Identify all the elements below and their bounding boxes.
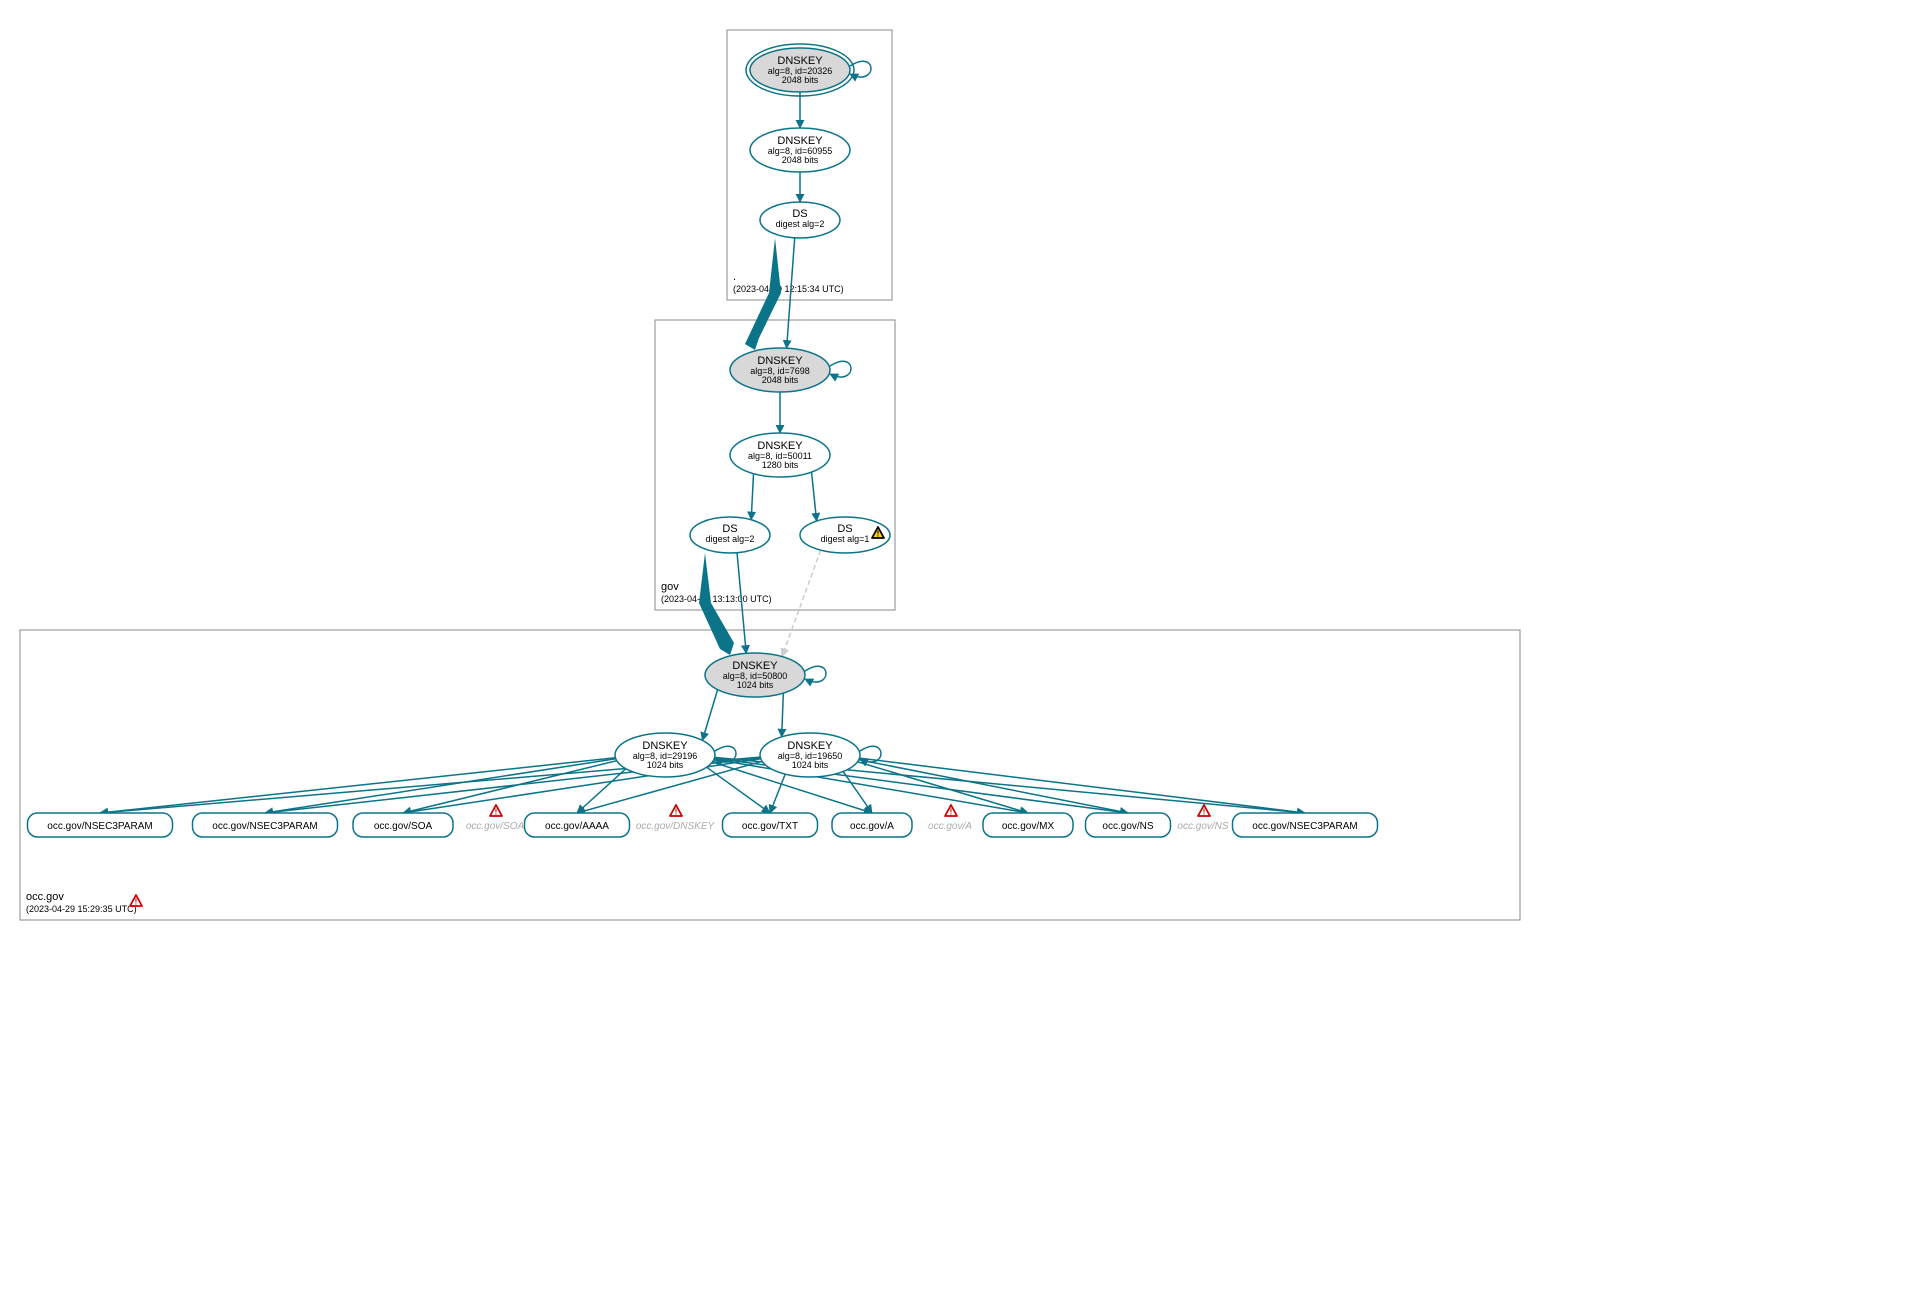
node-occ_zsk2: DNSKEYalg=8, id=196501024 bits — [760, 733, 860, 777]
svg-text:.: . — [733, 271, 736, 283]
node-gov_ds2: DSdigest alg=2 — [690, 517, 770, 553]
nodes-layer: DNSKEYalg=8, id=203262048 bits DNSKEYalg=… — [28, 44, 1378, 837]
node-rr4g: occ.gov/SOA! — [466, 805, 525, 832]
svg-text:occ.gov/DNSKEY: occ.gov/DNSKEY — [636, 821, 716, 832]
svg-text:occ.gov/A: occ.gov/A — [928, 821, 972, 832]
svg-text:occ.gov: occ.gov — [26, 891, 64, 903]
warning-icon: ! — [490, 805, 502, 817]
svg-text:occ.gov/NS: occ.gov/NS — [1177, 821, 1228, 832]
svg-text:1280 bits: 1280 bits — [762, 460, 799, 470]
node-rr8: occ.gov/A — [832, 813, 912, 837]
node-rr11: occ.gov/NS — [1086, 813, 1171, 837]
svg-text:occ.gov/NSEC3PARAM: occ.gov/NSEC3PARAM — [47, 821, 152, 832]
node-rr5: occ.gov/AAAA — [525, 813, 630, 837]
node-occ_ksk: DNSKEYalg=8, id=508001024 bits — [705, 653, 805, 697]
svg-text:occ.gov/SOA: occ.gov/SOA — [374, 821, 433, 832]
svg-text:!: ! — [950, 808, 953, 817]
warning-icon: ! — [130, 895, 142, 907]
warning-icon: ! — [1198, 805, 1210, 817]
dnssec-diagram: .(2023-04-29 12:15:34 UTC)gov(2023-04-29… — [10, 10, 1915, 930]
svg-text:digest alg=2: digest alg=2 — [706, 534, 755, 544]
svg-text:occ.gov/A: occ.gov/A — [850, 821, 894, 832]
node-root_zsk: DNSKEYalg=8, id=609552048 bits — [750, 128, 850, 172]
svg-text:occ.gov/TXT: occ.gov/TXT — [742, 821, 798, 832]
svg-text:1024 bits: 1024 bits — [647, 760, 684, 770]
node-rr13: occ.gov/NSEC3PARAM — [1233, 813, 1378, 837]
node-rr6g: occ.gov/DNSKEY! — [636, 805, 716, 832]
svg-text:!: ! — [877, 530, 880, 539]
svg-text:!: ! — [495, 808, 498, 817]
svg-text:2048 bits: 2048 bits — [782, 155, 819, 165]
node-root_ksk: DNSKEYalg=8, id=203262048 bits — [746, 44, 854, 96]
node-rr9g: occ.gov/A! — [928, 805, 972, 832]
svg-text:(2023-04-29 12:15:34 UTC): (2023-04-29 12:15:34 UTC) — [733, 284, 844, 294]
node-gov_zsk: DNSKEYalg=8, id=500111280 bits — [730, 433, 830, 477]
svg-text:occ.gov/NSEC3PARAM: occ.gov/NSEC3PARAM — [212, 821, 317, 832]
node-rr7: occ.gov/TXT — [723, 813, 818, 837]
node-rr1: occ.gov/NSEC3PARAM — [28, 813, 173, 837]
svg-text:!: ! — [675, 808, 678, 817]
svg-text:occ.gov/MX: occ.gov/MX — [1002, 821, 1055, 832]
warning-icon: ! — [945, 805, 957, 817]
svg-text:2048 bits: 2048 bits — [762, 375, 799, 385]
svg-text:gov: gov — [661, 581, 679, 593]
svg-text:2048 bits: 2048 bits — [782, 75, 819, 85]
svg-text:occ.gov/AAAA: occ.gov/AAAA — [545, 821, 609, 832]
node-rr12g: occ.gov/NS! — [1177, 805, 1228, 832]
svg-text:(2023-04-29 15:29:35 UTC): (2023-04-29 15:29:35 UTC) — [26, 904, 137, 914]
svg-text:1024 bits: 1024 bits — [737, 680, 774, 690]
node-occ_zsk1: DNSKEYalg=8, id=291961024 bits — [615, 733, 715, 777]
warning-icon: ! — [670, 805, 682, 817]
node-rr2: occ.gov/NSEC3PARAM — [193, 813, 338, 837]
node-gov_ds1: DSdigest alg=1! — [800, 517, 890, 553]
svg-text:!: ! — [135, 898, 138, 907]
svg-text:occ.gov/NSEC3PARAM: occ.gov/NSEC3PARAM — [1252, 821, 1357, 832]
svg-text:digest alg=1: digest alg=1 — [821, 534, 870, 544]
svg-text:1024 bits: 1024 bits — [792, 760, 829, 770]
svg-text:digest alg=2: digest alg=2 — [776, 219, 825, 229]
node-root_ds: DSdigest alg=2 — [760, 202, 840, 238]
svg-text:(2023-04-29 13:13:00 UTC): (2023-04-29 13:13:00 UTC) — [661, 594, 772, 604]
node-rr10: occ.gov/MX — [983, 813, 1073, 837]
node-gov_ksk: DNSKEYalg=8, id=76982048 bits — [730, 348, 830, 392]
svg-text:!: ! — [1203, 808, 1206, 817]
svg-text:occ.gov/NS: occ.gov/NS — [1102, 821, 1153, 832]
edges-layer — [100, 61, 1305, 813]
svg-text:occ.gov/SOA: occ.gov/SOA — [466, 821, 525, 832]
node-rr3: occ.gov/SOA — [353, 813, 453, 837]
